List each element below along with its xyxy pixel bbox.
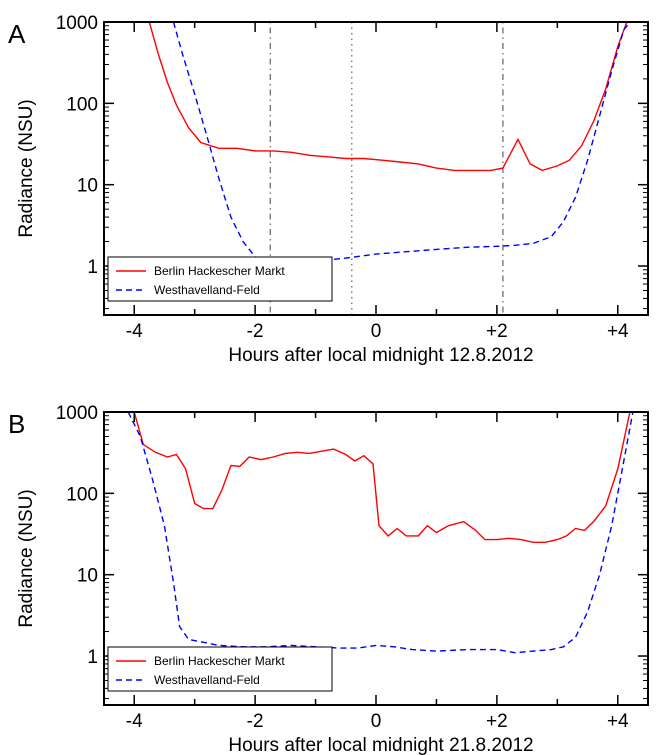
y-axis-title: Radiance (NSU) [16, 99, 37, 237]
legend: Berlin Hackescher Markt Westhavelland-Fel… [107, 646, 333, 692]
panel-A: -4 -2 0 +2 +4 1 10 100 1000 A Hours after local mi… [8, 13, 649, 366]
panel-B: -4 -2 0 +2 +4 1 10 100 1000 B Hours after local mi… [8, 403, 649, 755]
y-tick-label: 10 [77, 176, 98, 197]
x-tick-label: -2 [247, 321, 264, 342]
panel-letter: B [8, 409, 25, 439]
legend-label: Berlin Hackescher Markt [154, 654, 285, 668]
x-tick-label: +4 [607, 711, 629, 732]
y-tick-label: 1 [87, 257, 98, 278]
y-tick-label: 1 [87, 647, 98, 668]
x-axis-title: Hours after local midnight 21.8.2012 [228, 735, 533, 755]
legend-box [107, 646, 333, 692]
panel-letter: A [8, 19, 26, 49]
x-tick-label: +2 [486, 711, 508, 732]
series-line-berlin [133, 412, 631, 543]
x-tick-label: +2 [486, 321, 508, 342]
series-line-berlin [148, 22, 628, 172]
y-axis-title: Radiance (NSU) [16, 489, 37, 627]
y-tick-label: 10 [77, 566, 98, 587]
x-tick-label: -2 [247, 711, 264, 732]
x-tick-label: 0 [371, 711, 382, 732]
legend-label: Westhavelland-Feld [154, 673, 260, 687]
y-tick-label: 100 [66, 94, 98, 115]
x-tick-label: +4 [607, 321, 629, 342]
series-line-westhavelland [127, 412, 634, 654]
legend: Berlin Hackescher Markt Westhavelland-Fel… [107, 256, 333, 302]
series-line-westhavelland [172, 22, 631, 264]
y-tick-label: 100 [66, 484, 98, 505]
legend-label: Berlin Hackescher Markt [154, 264, 285, 278]
y-tick-label: 1000 [56, 403, 98, 424]
legend-label: Westhavelland-Feld [154, 283, 260, 297]
x-tick-label: -4 [126, 321, 143, 342]
y-tick-label: 1000 [56, 13, 98, 34]
x-tick-label: -4 [126, 711, 143, 732]
x-tick-label: 0 [371, 321, 382, 342]
legend-box [107, 256, 333, 302]
x-axis-title: Hours after local midnight 12.8.2012 [228, 345, 533, 366]
